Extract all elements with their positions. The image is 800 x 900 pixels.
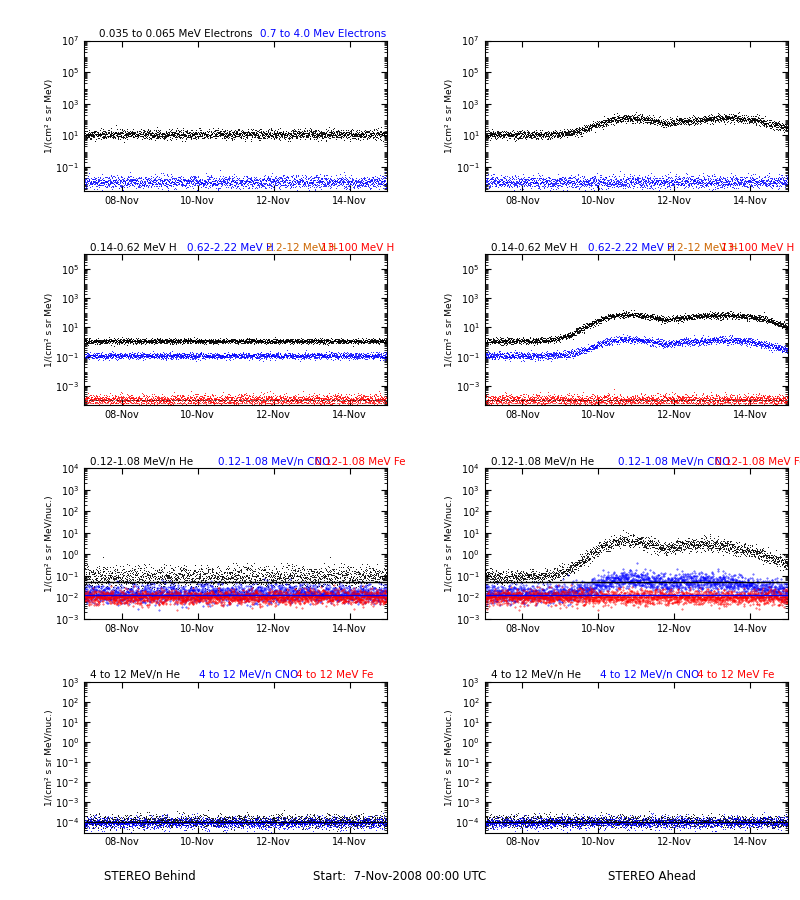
Text: STEREO Ahead: STEREO Ahead [608, 870, 696, 883]
Text: 0.14-0.62 MeV H: 0.14-0.62 MeV H [490, 243, 578, 253]
Y-axis label: 1/(cm² s sr MeV/nuc.): 1/(cm² s sr MeV/nuc.) [446, 495, 454, 591]
Text: 2.2-12 MeV H: 2.2-12 MeV H [266, 243, 336, 253]
Text: STEREO Behind: STEREO Behind [104, 870, 196, 883]
Text: 0.14-0.62 MeV H: 0.14-0.62 MeV H [90, 243, 177, 253]
Text: 0.12-1.08 MeV Fe: 0.12-1.08 MeV Fe [314, 456, 405, 466]
Text: 4 to 12 MeV/n CNO: 4 to 12 MeV/n CNO [199, 670, 298, 680]
Y-axis label: 1/(cm² s sr MeV): 1/(cm² s sr MeV) [45, 292, 54, 366]
Text: 13-100 MeV H: 13-100 MeV H [321, 243, 394, 253]
Text: 4 to 12 MeV/n CNO: 4 to 12 MeV/n CNO [600, 670, 699, 680]
Text: 0.62-2.22 MeV H: 0.62-2.22 MeV H [588, 243, 674, 253]
Y-axis label: 1/(cm² s sr MeV/nuc.): 1/(cm² s sr MeV/nuc.) [45, 495, 54, 591]
Text: Start:  7-Nov-2008 00:00 UTC: Start: 7-Nov-2008 00:00 UTC [314, 870, 486, 883]
Text: 4 to 12 MeV Fe: 4 to 12 MeV Fe [297, 670, 374, 680]
Y-axis label: 1/(cm² s sr MeV): 1/(cm² s sr MeV) [446, 78, 454, 153]
Y-axis label: 1/(cm² s sr MeV): 1/(cm² s sr MeV) [45, 78, 54, 153]
Text: 0.62-2.22 MeV H: 0.62-2.22 MeV H [187, 243, 274, 253]
Y-axis label: 1/(cm² s sr MeV/nuc.): 1/(cm² s sr MeV/nuc.) [45, 709, 54, 806]
Text: 0.12-1.08 MeV Fe: 0.12-1.08 MeV Fe [715, 456, 800, 466]
Y-axis label: 1/(cm² s sr MeV): 1/(cm² s sr MeV) [446, 292, 454, 366]
Text: 13-100 MeV H: 13-100 MeV H [722, 243, 794, 253]
Text: 0.12-1.08 MeV/n CNO: 0.12-1.08 MeV/n CNO [218, 456, 330, 466]
Text: 0.12-1.08 MeV/n He: 0.12-1.08 MeV/n He [90, 456, 193, 466]
Text: 2.2-12 MeV H: 2.2-12 MeV H [666, 243, 737, 253]
Text: 4 to 12 MeV/n He: 4 to 12 MeV/n He [90, 670, 180, 680]
Text: 0.7 to 4.0 Mev Electrons: 0.7 to 4.0 Mev Electrons [260, 29, 386, 39]
Text: 0.035 to 0.065 MeV Electrons: 0.035 to 0.065 MeV Electrons [99, 29, 253, 39]
Y-axis label: 1/(cm² s sr MeV/nuc.): 1/(cm² s sr MeV/nuc.) [445, 709, 454, 806]
Text: 4 to 12 MeV Fe: 4 to 12 MeV Fe [697, 670, 774, 680]
Text: 0.12-1.08 MeV/n CNO: 0.12-1.08 MeV/n CNO [618, 456, 730, 466]
Text: 4 to 12 MeV/n He: 4 to 12 MeV/n He [490, 670, 581, 680]
Text: 0.12-1.08 MeV/n He: 0.12-1.08 MeV/n He [490, 456, 594, 466]
